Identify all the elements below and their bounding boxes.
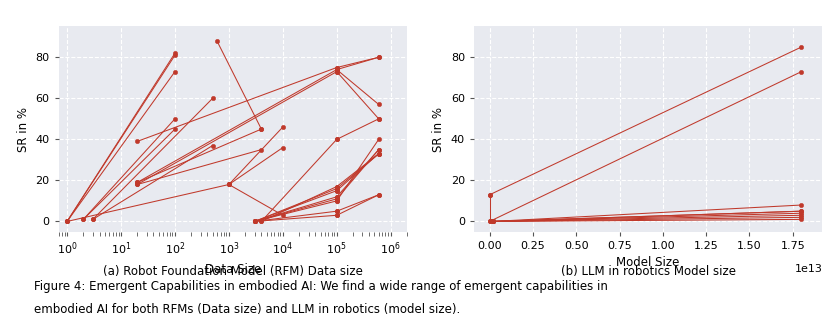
Text: embodied AI for both RFMs (Data size) and LLM in robotics (model size).: embodied AI for both RFMs (Data size) an… [34, 303, 460, 316]
Text: (b) LLM in robotics Model size: (b) LLM in robotics Model size [560, 265, 736, 278]
Text: 1e13: 1e13 [795, 263, 822, 273]
Y-axis label: SR in %: SR in % [17, 107, 30, 152]
X-axis label: Data Size: Data Size [205, 263, 261, 276]
Y-axis label: SR in %: SR in % [432, 107, 446, 152]
Text: Figure 4: Emergent Capabilities in embodied AI: We find a wide range of emergent: Figure 4: Emergent Capabilities in embod… [34, 280, 607, 293]
Text: (a) Robot Foundation Model (RFM) Data size: (a) Robot Foundation Model (RFM) Data si… [103, 265, 362, 278]
X-axis label: Model Size: Model Size [617, 256, 680, 269]
